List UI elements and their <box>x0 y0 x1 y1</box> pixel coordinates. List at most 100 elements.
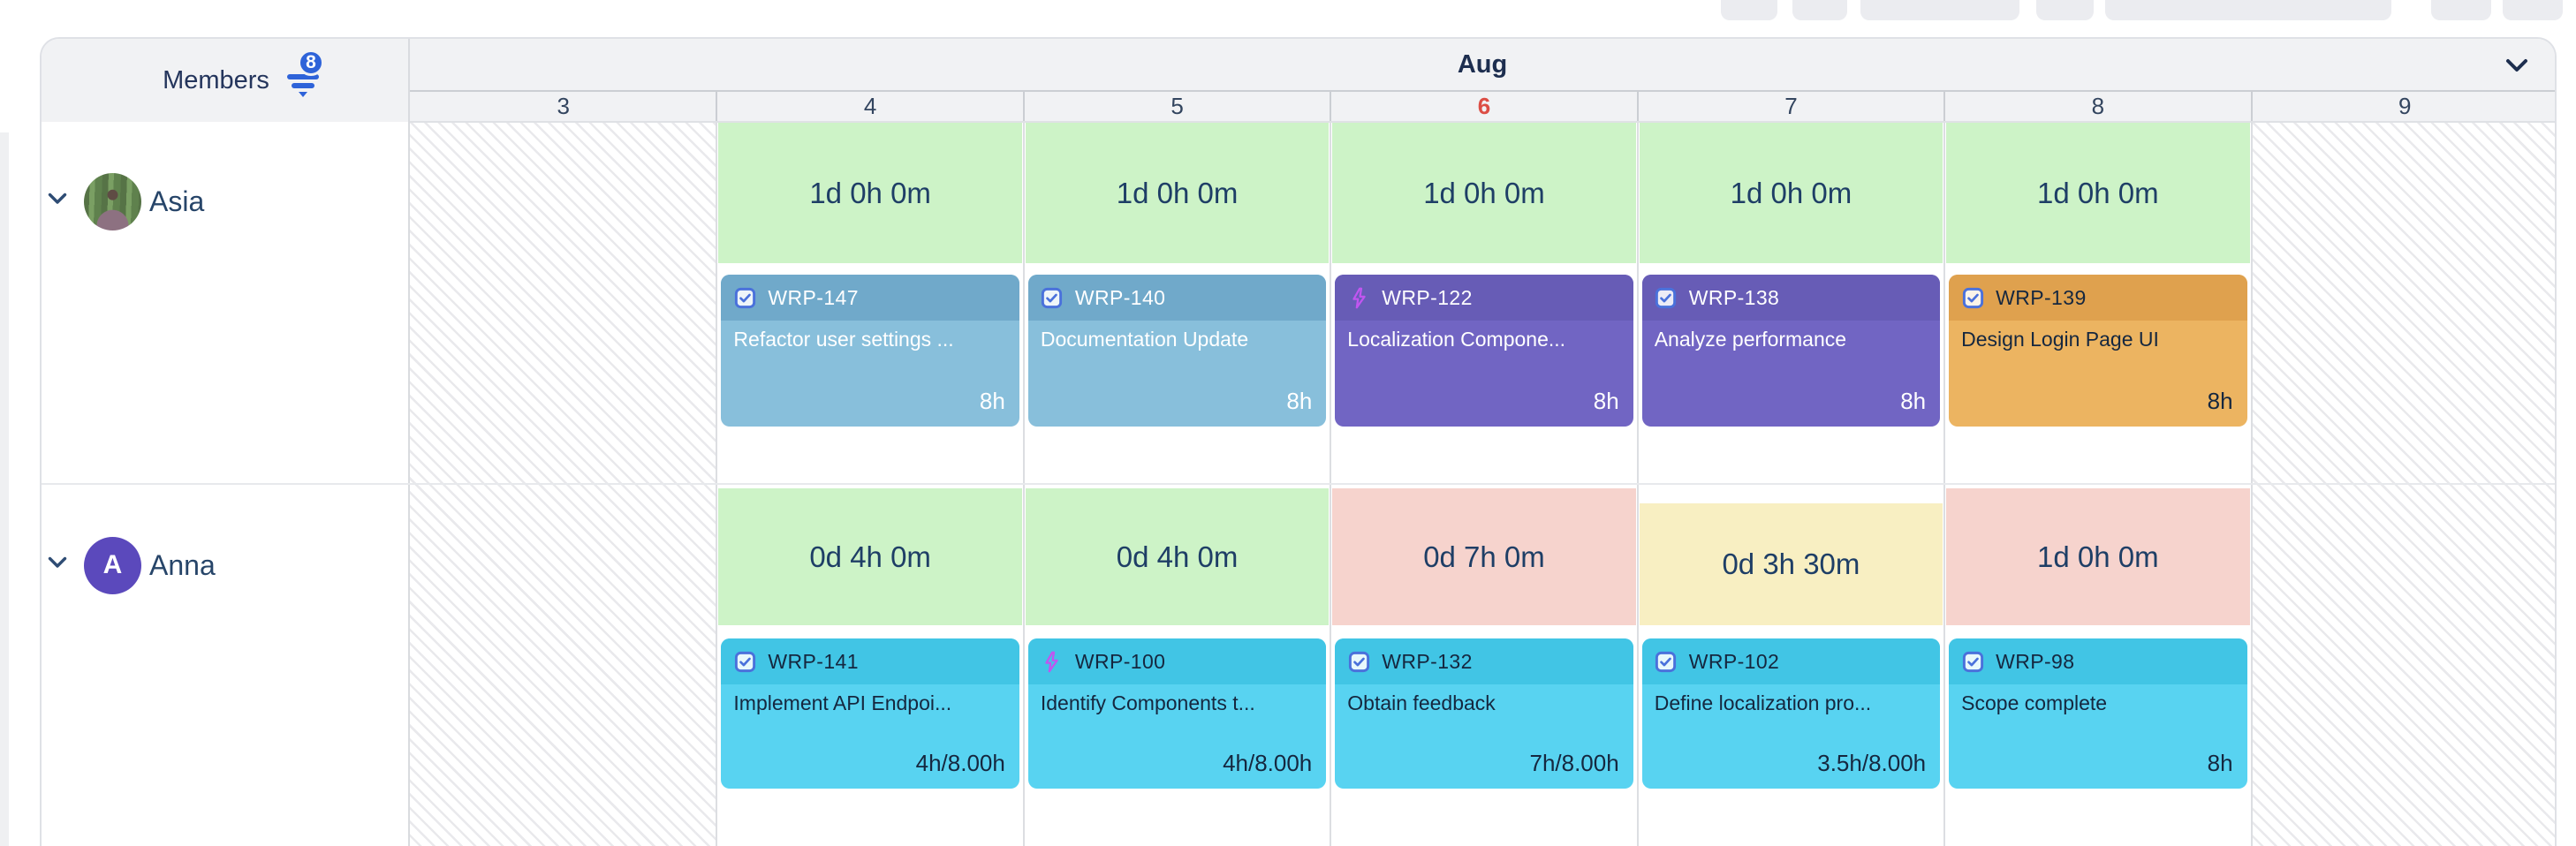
card-header: WRP-140 <box>1027 275 1327 321</box>
capacity-cell-anna-4[interactable]: 0d 4h 0m <box>718 488 1022 625</box>
task-title: Identify Components t... <box>1040 691 1255 714</box>
capacity-cell-asia-6[interactable]: 1d 0h 0m <box>1332 123 1636 263</box>
card-header: WRP-122 <box>1335 275 1633 321</box>
date-header-4: 4 <box>716 90 1023 122</box>
task-hours: 8h <box>2207 388 2233 414</box>
card-header: WRP-100 <box>1027 638 1327 684</box>
capacity-label: 0d 4h 0m <box>809 540 931 573</box>
member-row-anna: A Anna <box>43 536 216 594</box>
grid-line <box>410 121 2555 123</box>
filter-button[interactable]: 8 <box>286 49 324 97</box>
capacity-cell-asia-7[interactable]: 1d 0h 0m <box>1639 123 1943 263</box>
capacity-label: 1d 0h 0m <box>1423 176 1545 209</box>
capacity-cell-anna-8[interactable]: 1d 0h 0m <box>1946 488 2250 625</box>
task-key: WRP-100 <box>1074 649 1166 673</box>
task-key: WRP-98 <box>1996 649 2075 673</box>
grid-line <box>2250 90 2253 122</box>
date-header-6: 6 <box>1330 90 1637 122</box>
grid-line <box>410 90 2555 92</box>
grid-line <box>716 90 718 122</box>
card-header: WRP-139 <box>1949 275 2247 321</box>
expand-member-button[interactable] <box>43 551 72 579</box>
members-header: Members 8 <box>42 39 410 122</box>
task-key: WRP-147 <box>768 285 859 309</box>
capacity-cell-asia-4[interactable]: 1d 0h 0m <box>718 123 1022 263</box>
header-band <box>42 39 2555 122</box>
month-label: Aug <box>1457 49 1508 79</box>
task-checkbox-icon <box>1960 649 1985 674</box>
member-row-asia: Asia <box>43 172 204 230</box>
card-header: WRP-147 <box>721 275 1019 321</box>
task-key: WRP-139 <box>1996 285 2087 309</box>
task-hours: 8h <box>979 388 1005 414</box>
task-key: WRP-138 <box>1688 285 1780 309</box>
lightning-icon <box>1346 285 1371 310</box>
sidebar-divider <box>408 39 410 846</box>
task-title: Design Login Page UI <box>1961 328 2159 351</box>
toolbar-button[interactable] <box>1721 0 1777 20</box>
member-name: Anna <box>149 548 216 581</box>
task-card-wrp-132[interactable]: WRP-132 Obtain feedback 7h/8.00h <box>1335 638 1633 789</box>
task-key: WRP-102 <box>1688 649 1780 673</box>
task-checkbox-icon <box>732 285 757 310</box>
capacity-cell-anna-5[interactable]: 0d 4h 0m <box>1025 488 1330 625</box>
task-hours: 8h <box>1593 388 1619 414</box>
task-card-wrp-122[interactable]: WRP-122 Localization Compone... 8h <box>1335 275 1633 427</box>
card-header: WRP-98 <box>1949 638 2247 684</box>
toolbar-button[interactable] <box>2036 0 2094 20</box>
capacity-cell-asia-5[interactable]: 1d 0h 0m <box>1025 123 1330 263</box>
chevron-down-icon <box>48 193 67 210</box>
task-checkbox-icon <box>1654 649 1678 674</box>
task-title: Scope complete <box>1961 691 2108 714</box>
capacity-cell-anna-7[interactable]: 0d 3h 30m <box>1639 503 1943 625</box>
task-hours: 4h/8.00h <box>1223 750 1313 776</box>
task-checkbox-icon <box>1654 285 1678 310</box>
task-hours: 3.5h/8.00h <box>1817 750 1927 776</box>
toolbar-button[interactable] <box>2503 0 2563 20</box>
capacity-label: 0d 3h 30m <box>1722 548 1860 580</box>
month-header: Aug <box>410 39 2555 90</box>
task-card-wrp-102[interactable]: WRP-102 Define localization pro... 3.5h/8.… <box>1641 638 1941 789</box>
toolbar-button[interactable] <box>2105 0 2391 20</box>
capacity-label: 0d 4h 0m <box>1116 540 1239 573</box>
capacity-cell-anna-6[interactable]: 0d 7h 0m <box>1332 488 1636 625</box>
card-header: WRP-102 <box>1641 638 1941 684</box>
date-header-9: 9 <box>2252 90 2555 122</box>
date-label: 8 <box>2091 92 2105 119</box>
filter-icon <box>286 74 319 97</box>
toolbar-button[interactable] <box>1792 0 1847 20</box>
task-title: Implement API Endpoi... <box>733 691 952 714</box>
expand-member-button[interactable] <box>43 187 72 215</box>
task-hours: 8h <box>1900 388 1927 414</box>
card-header: WRP-141 <box>721 638 1019 684</box>
task-title: Define localization pro... <box>1654 691 1872 714</box>
capacity-cell-asia-8[interactable]: 1d 0h 0m <box>1946 123 2250 263</box>
task-key: WRP-132 <box>1382 649 1473 673</box>
task-card-wrp-98[interactable]: WRP-98 Scope complete 8h <box>1949 638 2247 789</box>
capacity-label: 1d 0h 0m <box>2037 540 2159 573</box>
task-card-wrp-141[interactable]: WRP-141 Implement API Endpoi... 4h/8.00h <box>721 638 1019 789</box>
task-card-wrp-100[interactable]: WRP-100 Identify Components t... 4h/8.00h <box>1027 638 1327 789</box>
task-card-wrp-138[interactable]: WRP-138 Analyze performance 8h <box>1641 275 1941 427</box>
toolbar-button[interactable] <box>1860 0 2019 20</box>
page-edge-decoration <box>0 132 9 846</box>
date-label: 7 <box>1784 92 1798 119</box>
task-title: Localization Compone... <box>1347 328 1566 351</box>
task-checkbox-icon <box>1040 285 1064 310</box>
task-hours: 4h/8.00h <box>915 750 1005 776</box>
collapse-month-button[interactable] <box>2502 53 2532 79</box>
task-card-wrp-147[interactable]: WRP-147 Refactor user settings ... 8h <box>721 275 1019 427</box>
members-label: Members <box>163 65 269 94</box>
date-label: 5 <box>1171 92 1184 119</box>
task-card-wrp-139[interactable]: WRP-139 Design Login Page UI 8h <box>1949 275 2247 427</box>
avatar-initial: A <box>84 536 141 594</box>
lightning-icon <box>1040 649 1064 674</box>
task-checkbox-icon <box>1960 285 1985 310</box>
card-header: WRP-132 <box>1335 638 1633 684</box>
capacity-label: 1d 0h 0m <box>809 176 931 209</box>
task-title: Obtain feedback <box>1347 691 1496 714</box>
task-hours: 8h <box>2207 750 2233 776</box>
task-card-wrp-140[interactable]: WRP-140 Documentation Update 8h <box>1027 275 1327 427</box>
toolbar-button[interactable] <box>2431 0 2491 20</box>
